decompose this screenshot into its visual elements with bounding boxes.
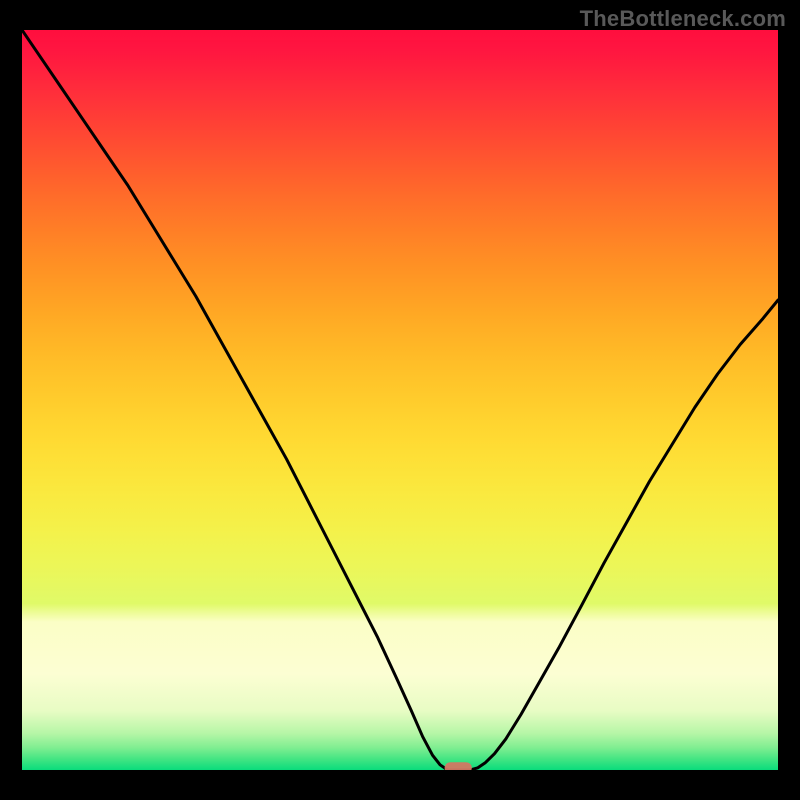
bottleneck-chart xyxy=(0,0,800,800)
watermark-text: TheBottleneck.com xyxy=(580,6,786,32)
gradient-background xyxy=(22,30,778,770)
chart-svg xyxy=(0,0,800,800)
